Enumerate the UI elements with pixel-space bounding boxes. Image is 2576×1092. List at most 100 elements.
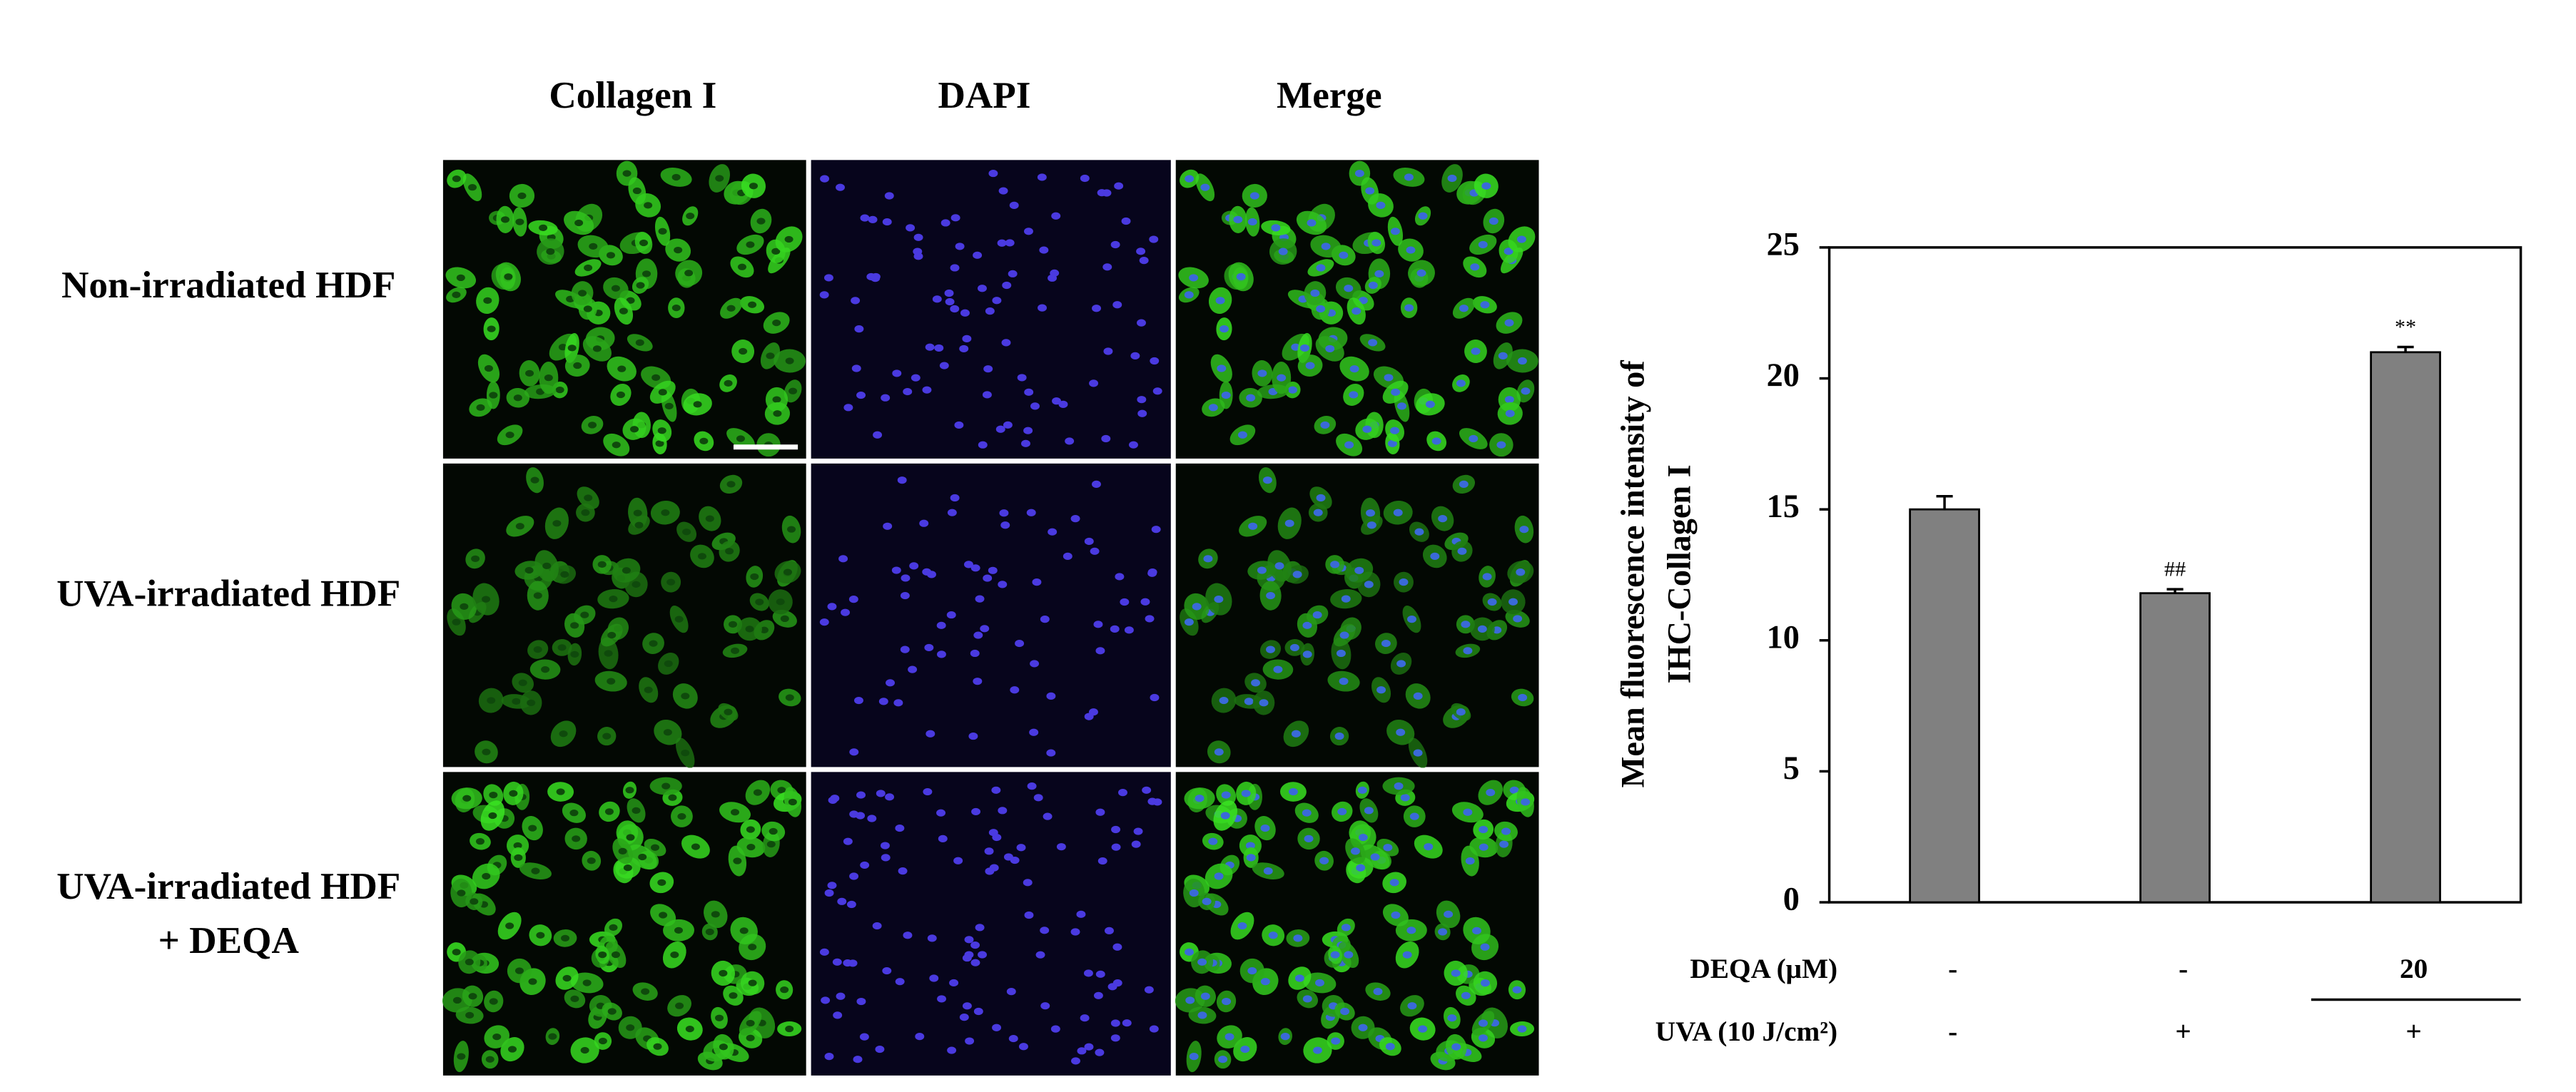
nucleus: [820, 175, 830, 183]
nucleus: [602, 733, 612, 740]
nucleus: [1251, 679, 1261, 687]
nucleus: [1354, 566, 1364, 574]
nucleus: [936, 650, 946, 658]
nucleus: [1070, 928, 1080, 936]
nucleus: [772, 396, 781, 403]
nucleus: [970, 649, 980, 658]
nucleus: [705, 928, 714, 936]
nucleus: [1040, 616, 1050, 623]
nucleus: [748, 301, 757, 308]
nucleus: [1316, 264, 1326, 272]
nucleus: [1356, 864, 1366, 872]
nucleus: [619, 307, 628, 315]
nucleus: [1321, 243, 1331, 250]
nucleus: [500, 216, 509, 223]
nucleus: [633, 509, 642, 516]
nucleus: [859, 1033, 869, 1041]
nucleus: [1120, 598, 1130, 606]
nucleus: [557, 644, 567, 651]
nucleus: [1438, 515, 1448, 523]
nucleus: [989, 864, 999, 872]
nucleus: [1010, 686, 1020, 694]
nucleus: [838, 555, 848, 563]
nucleus: [1002, 281, 1012, 290]
nucleus: [748, 979, 757, 986]
nucleus: [1424, 843, 1434, 851]
nucleus: [1366, 509, 1376, 517]
nucleus: [1302, 995, 1312, 1003]
nucleus: [1368, 339, 1378, 347]
nucleus: [1418, 1025, 1428, 1033]
nucleus: [788, 387, 798, 394]
nucleus: [1139, 257, 1149, 265]
nucleus: [682, 529, 691, 536]
nucleus: [1312, 611, 1322, 619]
nucleus: [900, 591, 910, 600]
nucleus: [1509, 786, 1519, 794]
nucleus: [731, 809, 740, 816]
nucleus: [1293, 934, 1303, 942]
nucleus: [892, 369, 902, 377]
nucleus: [992, 833, 1002, 842]
nucleus: [488, 812, 497, 820]
nucleus: [471, 555, 480, 562]
nucleus: [903, 932, 913, 939]
nucleus: [962, 335, 972, 342]
nucleus: [1304, 835, 1314, 842]
nucleus: [570, 995, 579, 1003]
nucleus: [843, 404, 853, 412]
nucleus: [524, 566, 534, 574]
column-header: Collagen I: [549, 74, 716, 116]
nucleus: [944, 289, 954, 297]
nucleus: [489, 998, 498, 1005]
nucleus: [589, 243, 598, 250]
nucleus: [882, 218, 892, 226]
nucleus: [1184, 291, 1194, 299]
nucleus: [837, 897, 847, 905]
nucleus: [1391, 388, 1401, 396]
nucleus: [548, 1033, 557, 1040]
nucleus: [644, 202, 653, 209]
nucleus: [1480, 979, 1490, 987]
nucleus: [632, 581, 641, 588]
nucleus: [1189, 889, 1199, 897]
nucleus: [970, 959, 980, 966]
nucleus: [777, 787, 786, 794]
nucleus: [938, 835, 948, 842]
nucleus: [998, 807, 1008, 815]
treatment-value: -: [1948, 953, 1957, 984]
nucleus: [1184, 618, 1194, 626]
nucleus: [1189, 274, 1199, 282]
nucleus: [606, 252, 615, 259]
nucleus: [1222, 997, 1232, 1006]
nucleus: [975, 924, 985, 932]
nucleus: [705, 515, 714, 522]
nucleus: [607, 1008, 617, 1015]
nucleus: [714, 1014, 724, 1021]
nucleus: [1038, 304, 1047, 312]
nucleus: [1247, 218, 1257, 226]
nucleus: [1095, 808, 1105, 816]
nucleus: [457, 889, 466, 897]
nucleus: [671, 173, 681, 181]
nucleus: [1339, 251, 1349, 259]
nucleus: [856, 791, 866, 799]
nucleus: [1023, 879, 1033, 887]
nucleus: [939, 362, 949, 369]
nucleus: [908, 665, 918, 673]
nucleus: [1387, 439, 1397, 447]
nucleus: [973, 678, 983, 685]
nucleus: [1208, 837, 1218, 845]
nucleus: [1418, 212, 1428, 220]
nucleus: [999, 509, 1009, 517]
nucleus: [950, 264, 960, 272]
y-axis-label: Mean fluorescence intensity of: [1616, 360, 1652, 788]
nucleus: [733, 857, 742, 864]
nucleus: [873, 431, 883, 439]
nucleus: [1461, 991, 1471, 999]
nucleus: [578, 290, 587, 297]
nucleus: [518, 679, 527, 686]
nucleus: [984, 847, 994, 855]
nucleus: [853, 1056, 863, 1063]
nucleus: [1390, 228, 1400, 235]
